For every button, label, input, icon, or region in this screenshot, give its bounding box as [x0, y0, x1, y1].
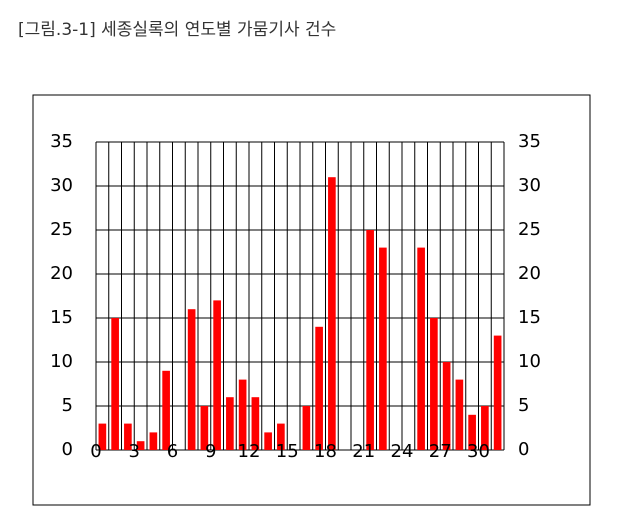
bar — [111, 318, 119, 450]
bar — [238, 379, 247, 450]
x-tick-label: 6 — [167, 441, 178, 462]
bar — [430, 318, 438, 450]
bar — [277, 423, 285, 450]
bar — [379, 247, 387, 450]
y-tick-label: 15 — [50, 307, 73, 328]
x-tick-label: 12 — [238, 441, 261, 462]
bar — [213, 300, 221, 450]
y2-tick-label: 25 — [518, 219, 541, 240]
bar — [264, 432, 272, 450]
bar — [226, 397, 234, 450]
bar — [417, 247, 425, 450]
chart-frame — [32, 94, 591, 506]
y2-tick-label: 20 — [518, 263, 541, 284]
y-tick-label: 5 — [62, 395, 73, 416]
bar — [366, 230, 374, 450]
bar — [315, 326, 323, 450]
x-tick-label: 27 — [429, 441, 452, 462]
bar — [493, 335, 502, 450]
bar — [187, 309, 196, 450]
bar — [481, 406, 489, 450]
x-tick-label: 30 — [467, 441, 490, 462]
bar — [302, 406, 311, 450]
y2-tick-label: 35 — [518, 131, 541, 152]
bar — [442, 362, 451, 450]
bar — [251, 397, 260, 450]
y-tick-label: 30 — [50, 175, 73, 196]
x-tick-label: 18 — [314, 441, 337, 462]
x-tick-label: 21 — [352, 441, 375, 462]
x-tick-label: 24 — [391, 441, 414, 462]
bar — [149, 432, 158, 450]
x-tick-label: 15 — [276, 441, 299, 462]
bar — [162, 370, 170, 450]
y2-tick-label: 0 — [518, 439, 529, 460]
x-tick-label: 3 — [129, 441, 140, 462]
y2-tick-label: 15 — [518, 307, 541, 328]
y-tick-label: 20 — [50, 263, 73, 284]
y-tick-label: 0 — [62, 439, 73, 460]
bar — [124, 423, 132, 450]
bar — [136, 441, 145, 450]
y2-tick-label: 10 — [518, 351, 541, 372]
y2-tick-label: 5 — [518, 395, 529, 416]
bar — [200, 406, 209, 450]
y2-tick-label: 30 — [518, 175, 541, 196]
bar — [98, 423, 107, 450]
bar — [455, 379, 464, 450]
x-tick-label: 9 — [205, 441, 216, 462]
bar — [468, 414, 476, 450]
y-tick-label: 10 — [50, 351, 73, 372]
y-tick-label: 25 — [50, 219, 73, 240]
bar — [328, 177, 336, 450]
x-tick-label: 0 — [90, 441, 101, 462]
y-tick-label: 35 — [50, 131, 73, 152]
chart-title: [그림.3-1] 세종실록의 연도별 가뭄기사 건수 — [18, 20, 336, 40]
